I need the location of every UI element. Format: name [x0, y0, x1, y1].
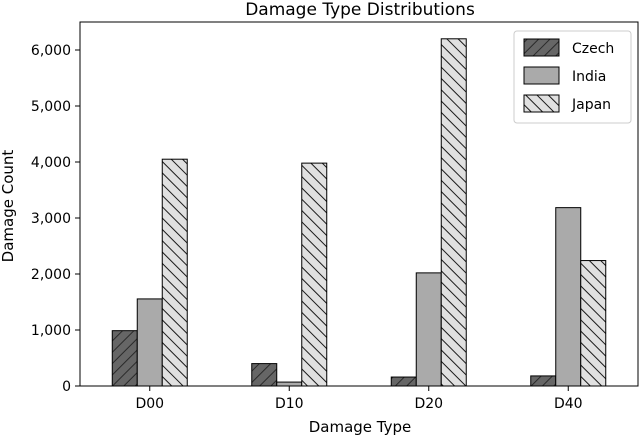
x-tick-label: D00	[135, 396, 164, 412]
bar-czech-d40	[530, 375, 557, 387]
x-ticks: D00 D10 D20 D40	[135, 386, 583, 412]
bar-japan-d10	[301, 162, 328, 387]
plot-frame	[79, 21, 639, 387]
bar-india-d40	[555, 207, 582, 387]
legend-swatch-czech	[523, 38, 560, 57]
chart-title: Damage Type Distributions	[245, 0, 475, 20]
bar-czech-d20	[390, 376, 417, 387]
x-tick-label: D40	[554, 396, 583, 412]
y-tick-label: 4,000	[31, 155, 71, 171]
x-axis-label: Damage Type	[309, 418, 412, 436]
legend-label-japan: Japan	[571, 97, 611, 113]
y-tick-label: 0	[62, 379, 71, 395]
bar-india-d10	[276, 381, 303, 387]
bar-india-d20	[415, 272, 442, 387]
bar-czech-d00	[111, 330, 138, 387]
plot-area	[79, 21, 639, 387]
bar-japan-d40	[580, 260, 607, 387]
y-ticks: 0 1,000 2,000 3,000 4,000 5,000 6,000	[31, 43, 80, 395]
legend-label-czech: Czech	[572, 41, 614, 57]
bar-japan-d00	[161, 158, 188, 387]
x-axis: D00 D10 D20 D40 Damage Type	[135, 386, 583, 436]
y-tick-label: 3,000	[31, 211, 71, 227]
bar-india-d00	[136, 298, 163, 387]
legend-swatch-india	[523, 66, 560, 85]
bar-japan-d20	[440, 38, 467, 387]
legend-label-india: India	[572, 69, 606, 85]
y-tick-label: 6,000	[31, 43, 71, 59]
y-axis: Damage Count 0 1,000 2,000 3,000 4,000 5,000 6…	[0, 43, 80, 395]
y-tick-label: 5,000	[31, 99, 71, 115]
x-tick-label: D10	[275, 396, 304, 412]
x-tick-label: D20	[414, 396, 443, 412]
y-axis-label: Damage Count	[0, 150, 17, 263]
y-tick-label: 1,000	[31, 323, 71, 339]
y-tick-label: 2,000	[31, 267, 71, 283]
bar-czech-d10	[251, 363, 278, 387]
legend-swatch-japan	[523, 94, 560, 113]
legend: Czech India Japan	[513, 30, 632, 124]
